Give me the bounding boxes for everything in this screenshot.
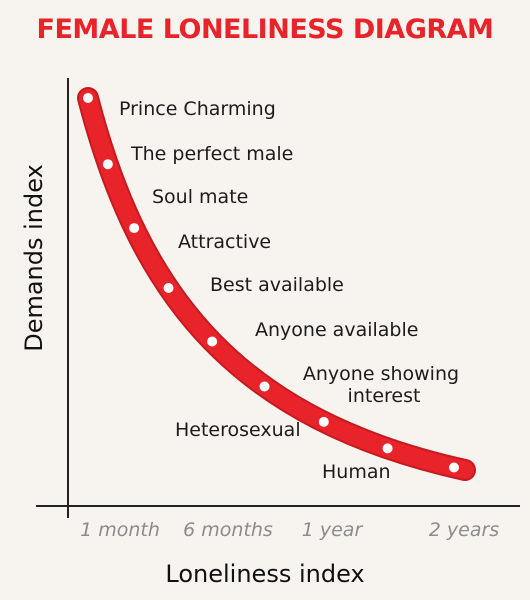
- x-tick-1-month: 1 month: [80, 519, 160, 541]
- point-label-soul-mate: Soul mate: [152, 186, 248, 208]
- curve-dot-anyone-showing-interest: [318, 416, 329, 427]
- curve-dot-attractive: [163, 282, 174, 293]
- point-label-best-available: Best available: [210, 274, 344, 296]
- x-tick-1-year: 1 year: [302, 519, 364, 541]
- point-label-anyone-showing-line-2: interest: [348, 385, 421, 407]
- point-label-human: Human: [322, 461, 391, 483]
- x-tick-2-years: 2 years: [429, 519, 500, 541]
- point-label-anyone-showing-interest: Anyone showing interest: [303, 363, 465, 407]
- curve-dot-prince-charming: [83, 93, 93, 103]
- y-axis-title: Demands index: [20, 164, 48, 352]
- curve-dot-soul-mate: [129, 223, 140, 234]
- curve-dot-anyone-available: [259, 381, 270, 392]
- point-label-anyone-available: Anyone available: [255, 319, 418, 341]
- point-label-anyone-showing-line-1: Anyone showing: [303, 363, 459, 385]
- curve-dot-heterosexual: [382, 443, 393, 454]
- x-axis-title: Loneliness index: [165, 560, 364, 588]
- point-label-prince-charming: Prince Charming: [119, 98, 276, 120]
- point-label-heterosexual: Heterosexual: [175, 419, 301, 441]
- point-label-attractive: Attractive: [178, 231, 271, 253]
- chart-title: FEMALE LONELINESS DIAGRAM: [36, 14, 494, 45]
- curve-dot-human: [449, 462, 460, 473]
- x-tick-6-months: 6 months: [183, 519, 273, 541]
- curve-dot-best-available: [207, 336, 218, 347]
- curve-dot-the-perfect-male: [102, 159, 113, 170]
- point-label-perfect-male: The perfect male: [130, 143, 293, 165]
